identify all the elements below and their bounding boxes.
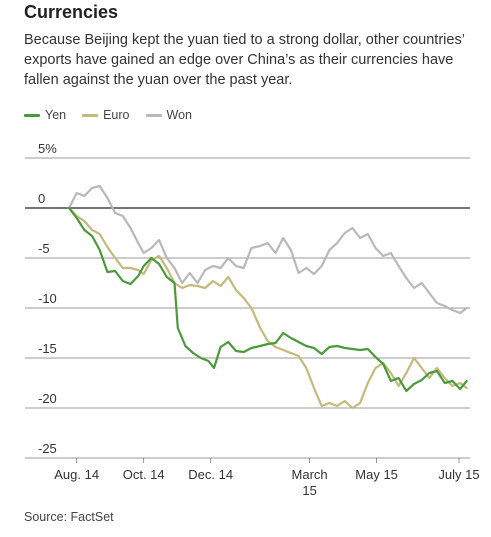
x-tick-label: March 15 — [292, 467, 328, 498]
x-tick-label: July 15 — [438, 467, 479, 482]
x-tick-label: Oct. 14 — [123, 467, 165, 482]
series-lines — [67, 184, 468, 410]
x-tick-label: Dec. 14 — [188, 467, 233, 482]
y-tick-label: -15 — [38, 341, 57, 356]
legend-swatch-won — [145, 113, 162, 117]
gridlines — [25, 157, 470, 459]
legend-swatch-euro — [82, 113, 99, 117]
chart-title: Currencies — [24, 2, 119, 22]
chart-subtitle: Because Beijing kept the yuan tied to a … — [24, 32, 465, 88]
y-tick-label: -25 — [38, 441, 57, 456]
x-tick-label: Aug. 14 — [54, 467, 99, 482]
y-axis-labels: 5% 0 -5 -10 -15 -20 -25 — [38, 141, 57, 456]
x-tick-label: May 15 — [355, 467, 398, 482]
legend-label-yen: Yen — [45, 108, 67, 122]
series-line-yen — [67, 206, 468, 393]
y-tick-label: -20 — [38, 391, 57, 406]
legend-label-euro: Euro — [103, 108, 130, 122]
source-note: Source: FactSet — [24, 510, 114, 524]
y-tick-label: -5 — [38, 241, 50, 256]
legend-label-won: Won — [166, 108, 192, 122]
x-axis-labels: Aug. 14 Oct. 14 Dec. 14 March 15 May 15 July 1… — [54, 458, 480, 498]
legend-swatch-yen — [24, 113, 40, 117]
y-tick-label: 0 — [38, 191, 45, 206]
line-chart: 5% 0 -5 -10 -15 -20 -25 Aug. 14 Oct. 14 Dec. 14 M… — [25, 141, 480, 498]
y-tick-label: 5% — [38, 141, 57, 156]
legend-item-euro: Euro — [82, 108, 130, 122]
legend-item-won: Won — [145, 108, 192, 122]
series-line-won — [67, 184, 468, 315]
y-tick-label: -10 — [38, 291, 57, 306]
legend: Yen Euro Won — [24, 108, 192, 122]
legend-item-yen: Yen — [24, 108, 66, 122]
